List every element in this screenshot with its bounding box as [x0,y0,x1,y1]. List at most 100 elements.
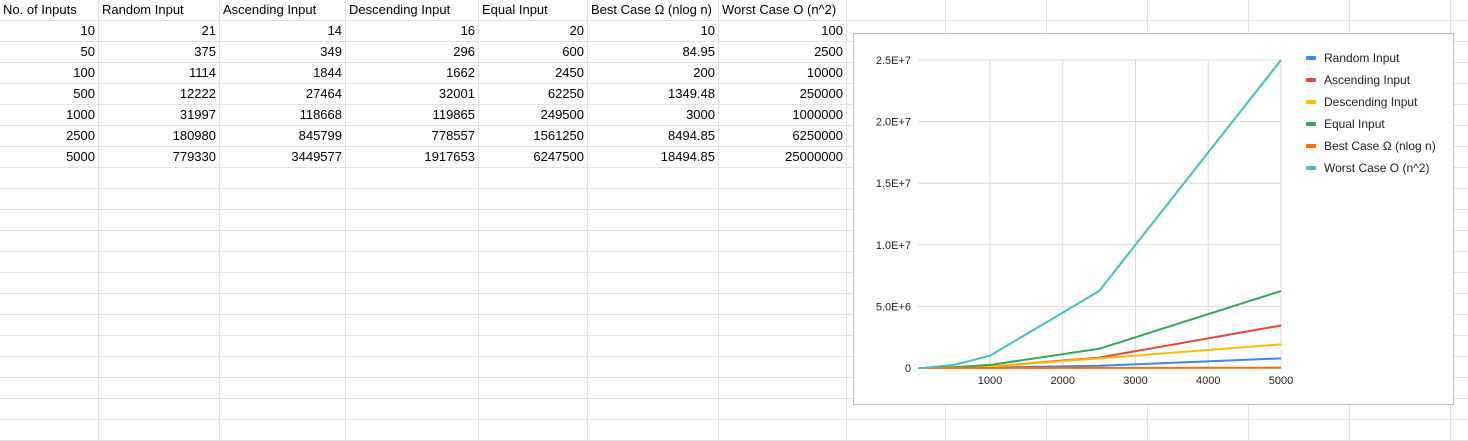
empty-cell[interactable] [1451,420,1468,441]
table-cell[interactable]: 31997 [99,105,220,126]
empty-cell[interactable] [99,378,220,399]
empty-cell[interactable] [1047,0,1148,21]
empty-cell[interactable] [479,189,588,210]
header-cell[interactable]: Ascending Input [220,0,346,21]
empty-cell[interactable] [479,315,588,336]
table-cell[interactable]: 6250000 [719,126,847,147]
empty-cell[interactable] [479,231,588,252]
table-cell[interactable]: 1349.48 [588,84,719,105]
table-cell[interactable]: 1000000 [719,105,847,126]
empty-cell[interactable] [588,357,719,378]
empty-cell[interactable] [1047,420,1148,441]
table-cell[interactable]: 100 [719,21,847,42]
table-cell[interactable]: 500 [0,84,99,105]
empty-cell[interactable] [719,420,847,441]
empty-cell[interactable] [346,336,479,357]
empty-cell[interactable] [346,168,479,189]
table-cell[interactable]: 250000 [719,84,847,105]
table-cell[interactable]: 32001 [346,84,479,105]
table-cell[interactable]: 25000000 [719,147,847,168]
empty-cell[interactable] [719,336,847,357]
empty-cell[interactable] [99,294,220,315]
empty-cell[interactable] [479,357,588,378]
empty-cell[interactable] [719,378,847,399]
header-cell[interactable]: Best Case Ω (nlog n) [588,0,719,21]
empty-cell[interactable] [346,294,479,315]
table-cell[interactable]: 249500 [479,105,588,126]
empty-cell[interactable] [719,315,847,336]
table-cell[interactable]: 375 [99,42,220,63]
header-cell[interactable]: Descending Input [346,0,479,21]
empty-cell[interactable] [588,168,719,189]
empty-cell[interactable] [0,252,99,273]
table-cell[interactable]: 1844 [220,63,346,84]
empty-cell[interactable] [588,378,719,399]
empty-cell[interactable] [719,399,847,420]
empty-cell[interactable] [0,357,99,378]
empty-cell[interactable] [0,210,99,231]
empty-cell[interactable] [1148,420,1249,441]
table-cell[interactable]: 5000 [0,147,99,168]
table-cell[interactable]: 62250 [479,84,588,105]
empty-cell[interactable] [220,189,346,210]
header-cell[interactable]: Worst Case O (n^2) [719,0,847,21]
table-cell[interactable]: 180980 [99,126,220,147]
empty-cell[interactable] [346,420,479,441]
empty-cell[interactable] [719,273,847,294]
table-cell[interactable]: 2500 [719,42,847,63]
empty-cell[interactable] [719,189,847,210]
empty-cell[interactable] [0,273,99,294]
empty-cell[interactable] [346,399,479,420]
table-cell[interactable]: 2500 [0,126,99,147]
empty-cell[interactable] [220,294,346,315]
table-cell[interactable]: 118668 [220,105,346,126]
empty-cell[interactable] [479,294,588,315]
table-cell[interactable]: 3449577 [220,147,346,168]
empty-cell[interactable] [346,315,479,336]
empty-cell[interactable] [346,252,479,273]
table-cell[interactable]: 1662 [346,63,479,84]
empty-cell[interactable] [220,399,346,420]
table-cell[interactable]: 50 [0,42,99,63]
empty-cell[interactable] [0,231,99,252]
empty-cell[interactable] [1249,420,1350,441]
empty-cell[interactable] [0,420,99,441]
empty-cell[interactable] [220,315,346,336]
table-cell[interactable]: 21 [99,21,220,42]
header-cell[interactable]: Random Input [99,0,220,21]
empty-cell[interactable] [346,378,479,399]
empty-cell[interactable] [479,420,588,441]
table-cell[interactable]: 100 [0,63,99,84]
empty-cell[interactable] [99,315,220,336]
table-cell[interactable]: 6247500 [479,147,588,168]
empty-cell[interactable] [0,336,99,357]
empty-cell[interactable] [220,420,346,441]
empty-cell[interactable] [99,252,220,273]
empty-cell[interactable] [719,231,847,252]
table-cell[interactable]: 8494.85 [588,126,719,147]
table-cell[interactable]: 349 [220,42,346,63]
header-cell[interactable]: No. of Inputs [0,0,99,21]
empty-cell[interactable] [588,189,719,210]
empty-cell[interactable] [719,294,847,315]
table-cell[interactable]: 10000 [719,63,847,84]
empty-cell[interactable] [847,420,946,441]
empty-cell[interactable] [99,231,220,252]
empty-cell[interactable] [588,336,719,357]
table-cell[interactable]: 1917653 [346,147,479,168]
table-cell[interactable]: 845799 [220,126,346,147]
empty-cell[interactable] [346,189,479,210]
empty-cell[interactable] [99,399,220,420]
empty-cell[interactable] [588,315,719,336]
table-cell[interactable]: 14 [220,21,346,42]
table-cell[interactable]: 119865 [346,105,479,126]
empty-cell[interactable] [0,378,99,399]
empty-cell[interactable] [99,210,220,231]
empty-cell[interactable] [0,294,99,315]
empty-cell[interactable] [946,420,1047,441]
empty-cell[interactable] [346,231,479,252]
header-cell[interactable]: Equal Input [479,0,588,21]
empty-cell[interactable] [99,420,220,441]
empty-cell[interactable] [220,252,346,273]
